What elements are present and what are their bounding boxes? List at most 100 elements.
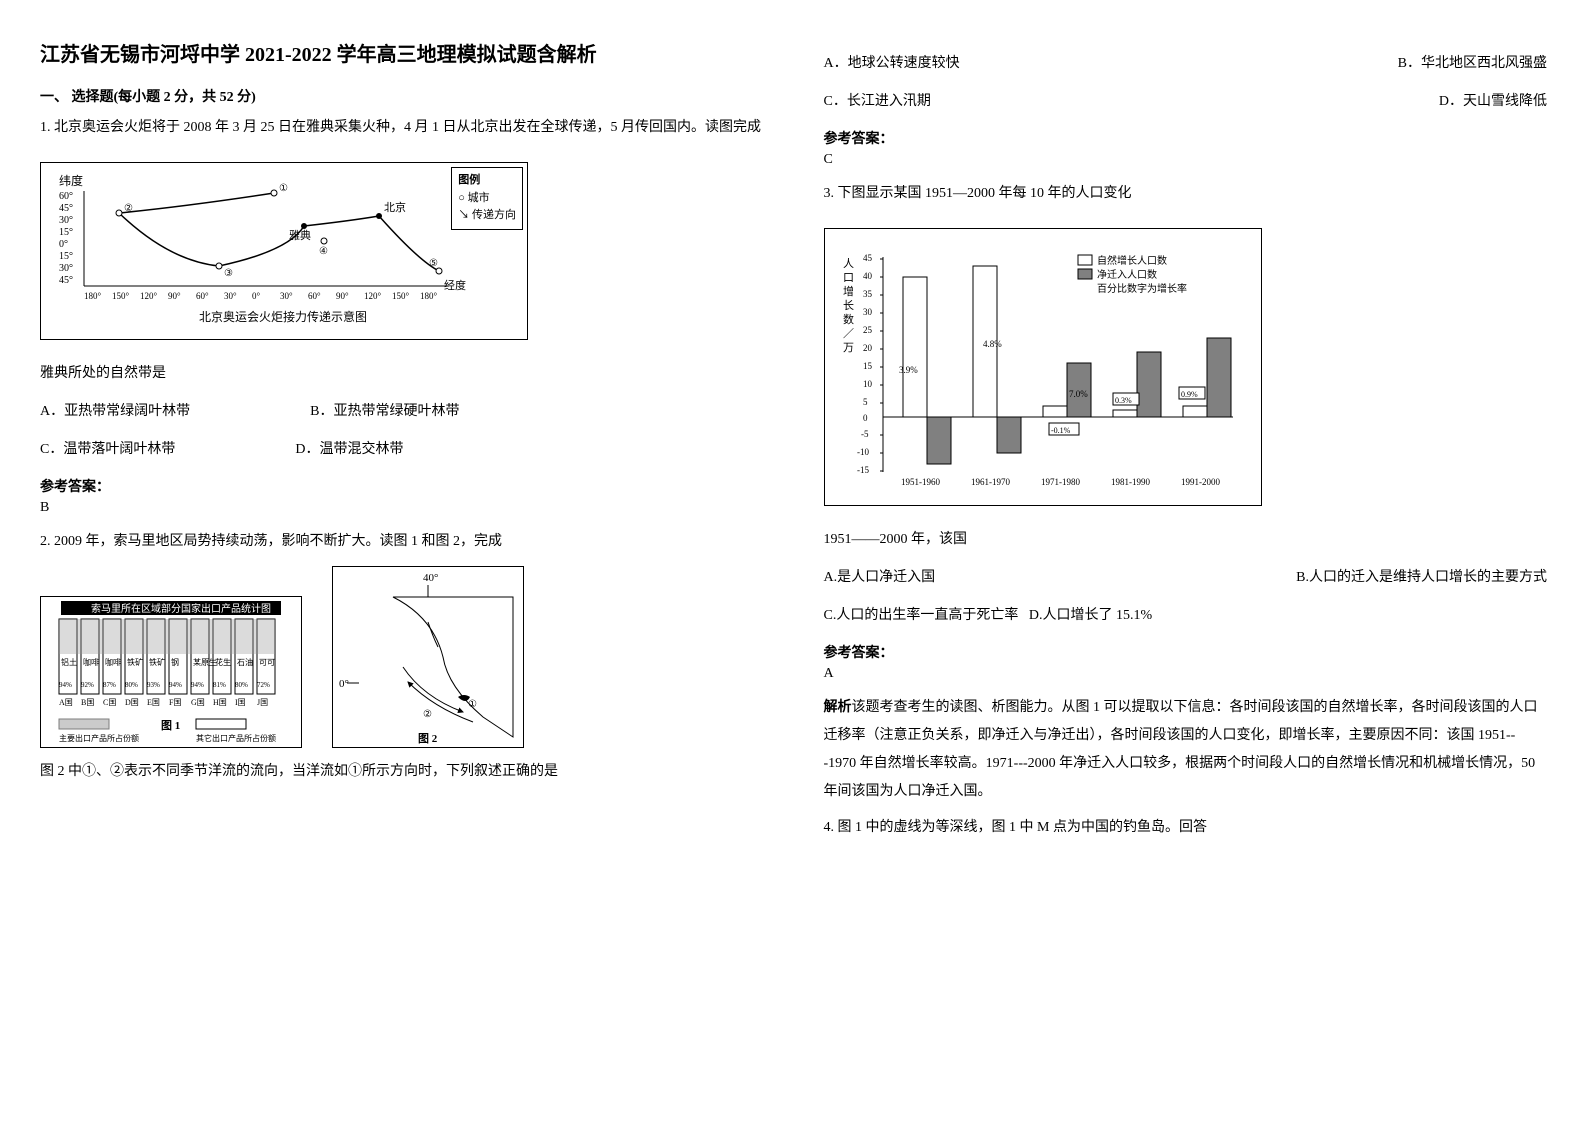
q3-chart: 人 口 增 长 数 ／ 万 45 40 35 30 25 20 15: [824, 228, 1262, 506]
svg-text:铁矿: 铁矿: [127, 657, 143, 667]
svg-text:94%: 94%: [191, 681, 204, 689]
q3-optD: D.人口增长了 15.1%: [1029, 608, 1152, 623]
svg-text:93%: 93%: [147, 681, 160, 689]
svg-text:／: ／: [843, 327, 854, 340]
svg-text:咖啡: 咖啡: [83, 657, 99, 667]
svg-text:25: 25: [863, 325, 873, 335]
svg-text:40°: 40°: [423, 572, 438, 584]
svg-text:G国: G国: [191, 698, 205, 707]
svg-text:F国: F国: [169, 698, 181, 707]
q2-stem: 2. 2009 年，索马里地区局势持续动荡，影响不断扩大。读图 1 和图 2，完…: [40, 528, 764, 556]
svg-text:E国: E国: [147, 698, 160, 707]
q1-answer: B: [40, 500, 764, 516]
q3-answer-label: 参考答案：: [824, 642, 1548, 662]
svg-text:180°: 180°: [84, 291, 102, 301]
svg-text:①: ①: [279, 183, 288, 194]
svg-text:②: ②: [423, 709, 432, 720]
svg-text:80%: 80%: [125, 681, 138, 689]
svg-text:0°: 0°: [339, 678, 349, 690]
q2-optD: D．天山雪线降低: [1439, 88, 1547, 116]
svg-text:1981-1990: 1981-1990: [1111, 477, 1150, 487]
section-header: 一、 选择题(每小题 2 分，共 52 分): [40, 86, 764, 106]
svg-text:北京奥运会火炬接力传递示意图: 北京奥运会火炬接力传递示意图: [199, 309, 367, 324]
svg-text:0: 0: [863, 413, 868, 423]
svg-text:索马里所在区域部分国家出口产品统计图: 索马里所在区域部分国家出口产品统计图: [91, 602, 271, 615]
q1-optB: B．亚热带常绿硬叶林带: [310, 398, 459, 426]
svg-text:0°: 0°: [59, 239, 68, 250]
map-svg: 纬度 60° 45° 30° 15° 0° 15° 30° 45° 180° 1…: [49, 171, 519, 331]
q2-answer: C: [824, 152, 1548, 168]
svg-text:45°: 45°: [59, 203, 73, 214]
svg-text:1961-1970: 1961-1970: [971, 477, 1010, 487]
svg-text:4.8%: 4.8%: [983, 339, 1002, 349]
q3-answer: A: [824, 666, 1548, 682]
svg-text:60°: 60°: [59, 191, 73, 202]
q1-sub: 雅典所处的自然带是: [40, 360, 764, 388]
q1-optA: A．亚热带常绿阔叶林带: [40, 398, 190, 426]
svg-text:北京: 北京: [384, 200, 406, 214]
svg-text:15°: 15°: [59, 227, 73, 238]
explain-label: 解析: [824, 700, 852, 715]
svg-text:口: 口: [843, 272, 854, 284]
svg-text:150°: 150°: [392, 291, 410, 301]
svg-text:7.0%: 7.0%: [1069, 389, 1088, 399]
q3-stem: 3. 下图显示某国 1951—2000 年每 10 年的人口变化: [824, 180, 1548, 208]
svg-text:万: 万: [843, 342, 854, 354]
svg-text:35: 35: [863, 289, 873, 299]
q2-optA: A．地球公转速度较快: [824, 50, 960, 78]
svg-text:花生: 花生: [215, 657, 231, 667]
svg-text:可可: 可可: [259, 658, 275, 667]
svg-text:120°: 120°: [140, 291, 158, 301]
svg-text:72%: 72%: [257, 681, 270, 689]
svg-text:图 1: 图 1: [161, 719, 180, 732]
svg-text:-5: -5: [861, 429, 869, 439]
q1-optC: C．温带落叶阔叶林带: [40, 436, 175, 464]
svg-text:长: 长: [843, 299, 854, 312]
svg-text:-10: -10: [857, 447, 869, 457]
svg-text:30°: 30°: [59, 215, 73, 226]
svg-text:铁矿: 铁矿: [149, 657, 165, 667]
svg-text:30°: 30°: [224, 291, 237, 301]
svg-text:45°: 45°: [59, 275, 73, 286]
y-title: 人: [843, 257, 854, 270]
svg-text:雅典: 雅典: [289, 228, 311, 242]
svg-text:②: ②: [124, 203, 133, 214]
svg-text:80%: 80%: [235, 681, 248, 689]
svg-text:30°: 30°: [59, 263, 73, 274]
svg-text:D国: D国: [125, 698, 139, 707]
q2-optB: B．华北地区西北风强盛: [1398, 50, 1547, 78]
svg-text:1971-1980: 1971-1980: [1041, 477, 1080, 487]
fig1-wrap: 索马里所在区域部分国家出口产品统计图: [40, 596, 302, 748]
svg-text:1991-2000: 1991-2000: [1181, 477, 1220, 487]
svg-text:J国: J国: [257, 698, 268, 707]
q2-fig1: 索马里所在区域部分国家出口产品统计图: [40, 596, 302, 748]
q4-stem: 4. 图 1 中的虚线为等深线，图 1 中 M 点为中国的钓鱼岛。回答: [824, 814, 1548, 842]
svg-text:180°: 180°: [420, 291, 438, 301]
svg-text:C国: C国: [103, 698, 116, 707]
svg-text:-0.1%: -0.1%: [1051, 426, 1071, 435]
svg-text:15°: 15°: [59, 251, 73, 262]
svg-text:87%: 87%: [103, 681, 116, 689]
svg-text:自然增长人口数: 自然增长人口数: [1097, 254, 1167, 267]
svg-text:某原生: 某原生: [193, 657, 217, 667]
page-container: 江苏省无锡市河埒中学 2021-2022 学年高三地理模拟试题含解析 一、 选择…: [40, 40, 1547, 850]
svg-text:⑤: ⑤: [429, 258, 438, 269]
q3-optB: B.人口的迁入是维持人口增长的主要方式: [1296, 564, 1547, 592]
svg-text:60°: 60°: [196, 291, 209, 301]
right-column: A．地球公转速度较快 B．华北地区西北风强盛 C．长江进入汛期 D．天山雪线降低…: [824, 40, 1548, 850]
left-column: 江苏省无锡市河埒中学 2021-2022 学年高三地理模拟试题含解析 一、 选择…: [40, 40, 764, 850]
svg-text:铝土: 铝土: [61, 657, 77, 667]
svg-text:主要出口产品所占份额: 主要出口产品所占份额: [59, 733, 139, 743]
q1-stem: 1. 北京奥运会火炬将于 2008 年 3 月 25 日在雅典采集火种，4 月 …: [40, 114, 764, 142]
q2-answer-label: 参考答案：: [824, 128, 1548, 148]
svg-text:0.9%: 0.9%: [1181, 390, 1198, 399]
svg-text:0°: 0°: [252, 291, 261, 301]
svg-text:钢: 钢: [171, 657, 179, 667]
svg-text:3.9%: 3.9%: [899, 365, 918, 375]
svg-text:60°: 60°: [308, 291, 321, 301]
q3-chart-svg: 人 口 增 长 数 ／ 万 45 40 35 30 25 20 15: [833, 237, 1253, 497]
q1-map-figure: 纬度 60° 45° 30° 15° 0° 15° 30° 45° 180° 1…: [40, 162, 528, 340]
q3-options-row2: C.人口的出生率一直高于死亡率 D.人口增长了 15.1%: [824, 602, 1548, 630]
q3-options-row1: A.是人口净迁入国 B.人口的迁入是维持人口增长的主要方式: [824, 564, 1548, 592]
svg-text:1951-1960: 1951-1960: [901, 477, 940, 487]
